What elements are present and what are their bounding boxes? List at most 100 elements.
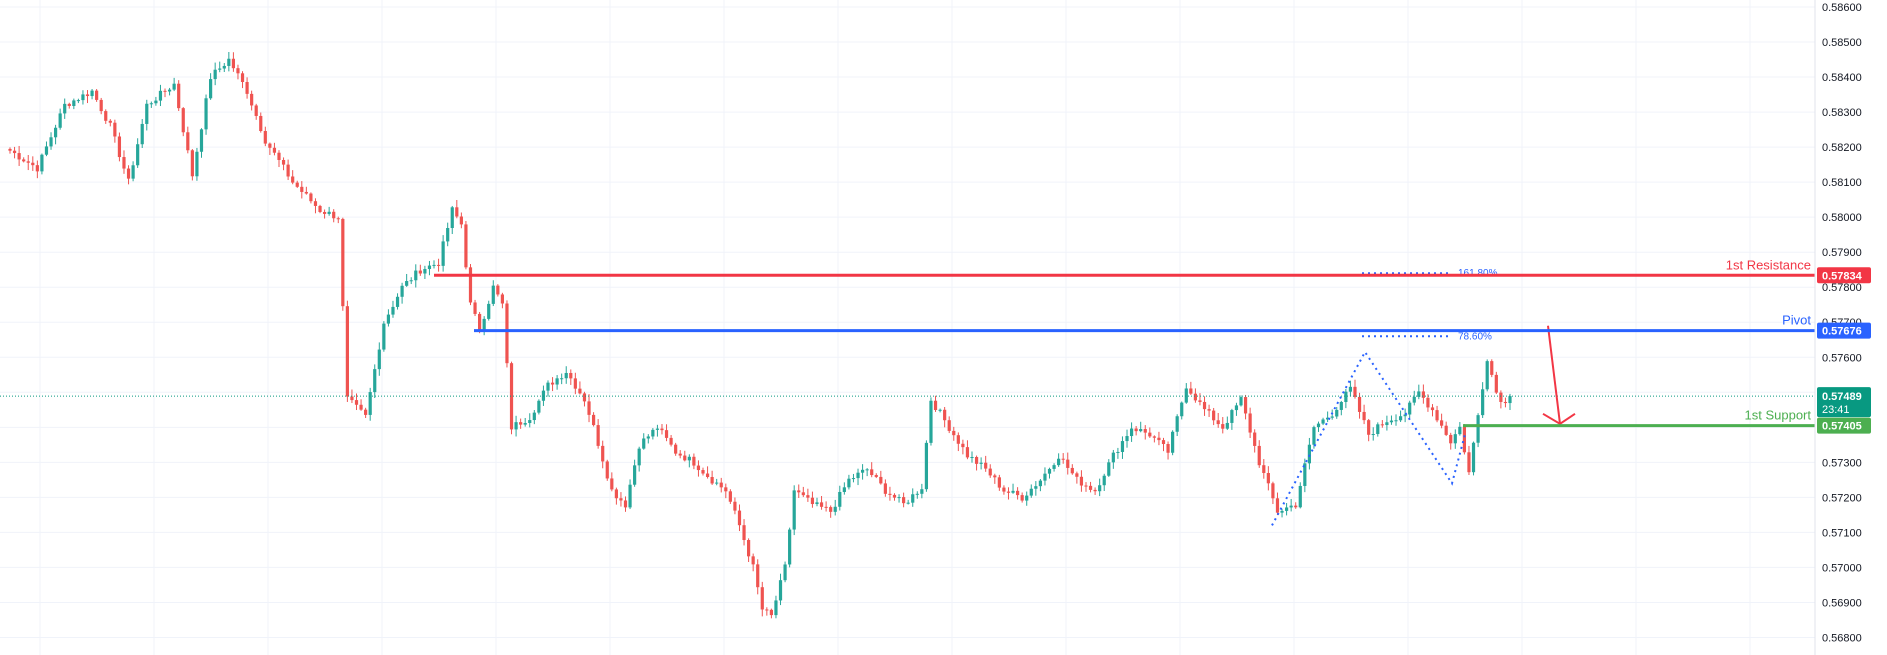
candle-body bbox=[1193, 393, 1198, 401]
candle-body bbox=[482, 318, 486, 332]
candle-body bbox=[1367, 420, 1371, 435]
candle-body bbox=[952, 430, 956, 436]
candle-body bbox=[514, 422, 518, 430]
candle-body bbox=[26, 161, 30, 163]
candle-body bbox=[751, 556, 755, 565]
candle-body bbox=[537, 400, 541, 413]
candle-body bbox=[181, 108, 185, 133]
candle-body bbox=[1303, 463, 1307, 486]
candle-body bbox=[1216, 420, 1220, 425]
candle-body bbox=[601, 445, 605, 462]
candle-body bbox=[747, 540, 751, 557]
candle-body bbox=[1175, 416, 1179, 432]
candle-body bbox=[1485, 361, 1489, 390]
candle-body bbox=[1066, 459, 1070, 468]
candle-body bbox=[158, 90, 163, 101]
candle-body bbox=[906, 502, 910, 504]
candle-body bbox=[1394, 420, 1398, 422]
candle-body bbox=[651, 429, 655, 437]
candle-body bbox=[345, 306, 349, 397]
price-tick: 0.58000 bbox=[1822, 212, 1862, 224]
candle-body bbox=[126, 168, 131, 179]
candle-body bbox=[405, 281, 409, 286]
candle-body bbox=[1057, 458, 1061, 466]
candle-body bbox=[1417, 391, 1421, 397]
candle-body bbox=[523, 423, 527, 425]
candle-body bbox=[1385, 422, 1389, 426]
candle-body bbox=[1467, 452, 1471, 473]
candle-body bbox=[1444, 425, 1448, 435]
candle-body bbox=[1376, 424, 1380, 435]
candle-body bbox=[213, 69, 217, 80]
candle-body bbox=[277, 152, 281, 160]
candle-body bbox=[313, 201, 318, 206]
candle-body bbox=[1120, 441, 1125, 452]
candle-body bbox=[441, 241, 445, 266]
candle-body bbox=[400, 285, 404, 297]
candle-body bbox=[1052, 465, 1056, 469]
candle-body bbox=[984, 462, 988, 469]
candle-body bbox=[883, 483, 887, 494]
candle-body bbox=[902, 497, 906, 504]
candle-body bbox=[149, 103, 153, 105]
level-price-text: 0.57676 bbox=[1822, 326, 1862, 338]
candle-body bbox=[1262, 465, 1266, 474]
price-tick: 0.58500 bbox=[1822, 37, 1862, 49]
candle-body bbox=[856, 472, 860, 479]
candle-body bbox=[1266, 473, 1270, 484]
candle-body bbox=[865, 469, 869, 471]
candle-body bbox=[145, 103, 149, 124]
candle-body bbox=[1002, 487, 1006, 492]
candle-body bbox=[1298, 485, 1302, 508]
candle-body bbox=[500, 294, 505, 304]
candle-body bbox=[1166, 444, 1170, 453]
candle-body bbox=[1020, 495, 1024, 501]
candle-body bbox=[1253, 432, 1257, 446]
price-tick: 0.57000 bbox=[1822, 562, 1862, 574]
candle-body bbox=[108, 120, 112, 123]
candle-body bbox=[1280, 510, 1284, 513]
candle-body bbox=[1157, 437, 1161, 441]
candle-body bbox=[281, 159, 286, 165]
candle-body bbox=[564, 372, 568, 379]
candle-body bbox=[49, 137, 53, 147]
candle-body bbox=[687, 456, 691, 461]
price-tick: 0.58600 bbox=[1822, 2, 1862, 14]
candle-body bbox=[774, 600, 778, 616]
candle-body bbox=[117, 136, 122, 158]
candle-body bbox=[1102, 475, 1106, 486]
candle-body bbox=[642, 438, 646, 449]
candle-body bbox=[897, 497, 901, 499]
candle-body bbox=[468, 267, 473, 303]
candle-body bbox=[1289, 505, 1293, 508]
candle-body bbox=[72, 100, 76, 107]
candle-body bbox=[591, 414, 596, 426]
candle-body bbox=[847, 478, 851, 488]
candle-body bbox=[1143, 429, 1147, 433]
candle-body bbox=[920, 489, 924, 494]
price-tick: 0.57300 bbox=[1822, 457, 1862, 469]
candle-body bbox=[63, 103, 67, 114]
candle-body bbox=[450, 207, 454, 229]
candle-body bbox=[769, 609, 773, 616]
candles bbox=[8, 51, 1512, 619]
candle-body bbox=[1198, 400, 1202, 402]
candle-body bbox=[1248, 413, 1252, 433]
candle-body bbox=[1180, 402, 1184, 417]
candle-body bbox=[1189, 388, 1193, 394]
candle-body bbox=[1029, 488, 1033, 496]
candle-body bbox=[1184, 388, 1188, 403]
level-lines[interactable]: 1st Resistance Pivot 1st Support bbox=[434, 257, 1815, 428]
candle-body bbox=[1490, 361, 1494, 375]
candle-body bbox=[259, 115, 263, 132]
candle-body bbox=[245, 82, 249, 94]
candle-body bbox=[628, 484, 632, 508]
price-tick: 0.58300 bbox=[1822, 107, 1862, 119]
candle-body bbox=[728, 491, 732, 502]
candle-body bbox=[95, 90, 99, 100]
candle-body bbox=[177, 83, 181, 109]
candle-body bbox=[888, 493, 892, 495]
candle-body bbox=[810, 497, 815, 505]
